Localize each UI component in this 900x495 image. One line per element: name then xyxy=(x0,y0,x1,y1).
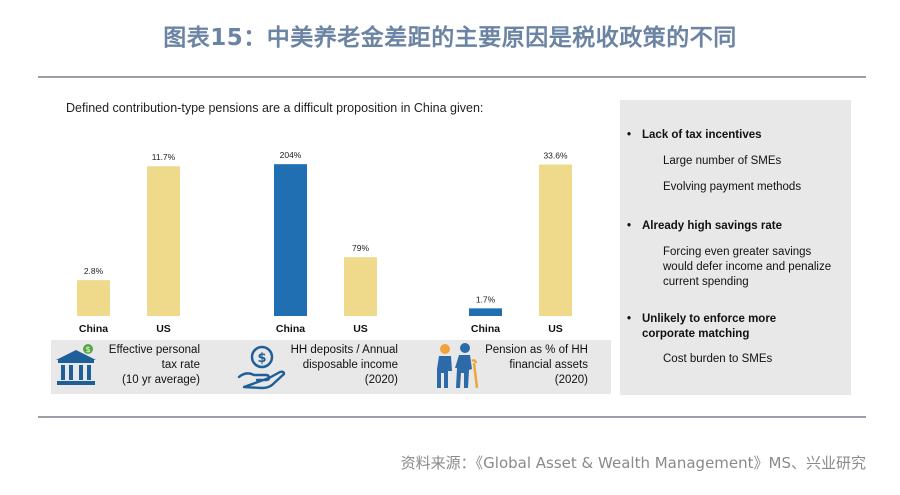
source-note: 资料来源：《Global Asset & Wealth Management》M… xyxy=(400,454,866,472)
metric-caption-2: HH deposits / Annual disposable income (… xyxy=(285,343,398,388)
bar-china xyxy=(77,280,110,316)
reason-heading: Lack of tax incentives xyxy=(627,128,761,143)
page-title: 图表15：中美养老金差距的主要原因是税收政策的不同 xyxy=(163,25,737,51)
category-label: China xyxy=(276,323,305,335)
bar-us xyxy=(147,166,180,316)
category-label: US xyxy=(156,323,171,335)
caption-line: financial assets xyxy=(509,359,588,371)
bar-china xyxy=(469,308,502,316)
caption-line: disposable income xyxy=(302,359,398,371)
reason-detail: Evolving payment methods xyxy=(663,181,802,193)
bar-us xyxy=(539,164,572,316)
caption-line: tax rate xyxy=(161,359,200,371)
reason-detail: Forcing even greater savings would defer… xyxy=(663,246,832,288)
data-label: 1.7% xyxy=(476,294,496,304)
data-label: 33.6% xyxy=(543,151,568,161)
bar-us xyxy=(344,257,377,316)
svg-text:$: $ xyxy=(85,345,90,354)
reason-heading: Unlikely to enforce more corporate match… xyxy=(627,312,832,342)
metric-caption-3: Pension as % of HH financial assets (202… xyxy=(480,343,588,388)
data-label: 79% xyxy=(352,243,369,253)
data-label: 2.8% xyxy=(84,266,104,276)
reason-heading: Already high savings rate xyxy=(627,219,782,234)
caption-line: (2020) xyxy=(554,374,588,386)
top-divider xyxy=(38,76,866,78)
caption-line: (2020) xyxy=(364,374,398,386)
caption-line: Pension as % of HH xyxy=(485,344,588,356)
money-hand-icon: $ xyxy=(237,345,286,390)
caption-line: Effective personal xyxy=(108,344,200,356)
caption-line: HH deposits / Annual xyxy=(290,344,398,356)
metric-caption-strip xyxy=(51,340,611,394)
chart-subtitle: Defined contribution-type pensions are a… xyxy=(66,101,484,115)
bank-icon: $ xyxy=(56,344,96,385)
metric-caption-1: Effective personal tax rate (10 yr avera… xyxy=(100,343,200,388)
reason-detail: Large number of SMEs xyxy=(663,155,782,167)
category-label: US xyxy=(548,323,563,335)
bottom-divider xyxy=(38,416,866,418)
elderly-couple-icon xyxy=(437,343,479,389)
reasons-panel: Lack of tax incentives Large number of S… xyxy=(620,100,851,395)
category-label: China xyxy=(471,323,500,335)
data-label: 204% xyxy=(280,150,302,160)
reason-detail: Cost burden to SMEs xyxy=(663,353,773,365)
svg-text:$: $ xyxy=(257,351,266,366)
caption-line: (10 yr average) xyxy=(122,374,200,386)
category-label: US xyxy=(353,323,368,335)
bar-china xyxy=(274,164,307,316)
data-label: 11.7% xyxy=(152,152,176,162)
category-label: China xyxy=(79,323,108,335)
